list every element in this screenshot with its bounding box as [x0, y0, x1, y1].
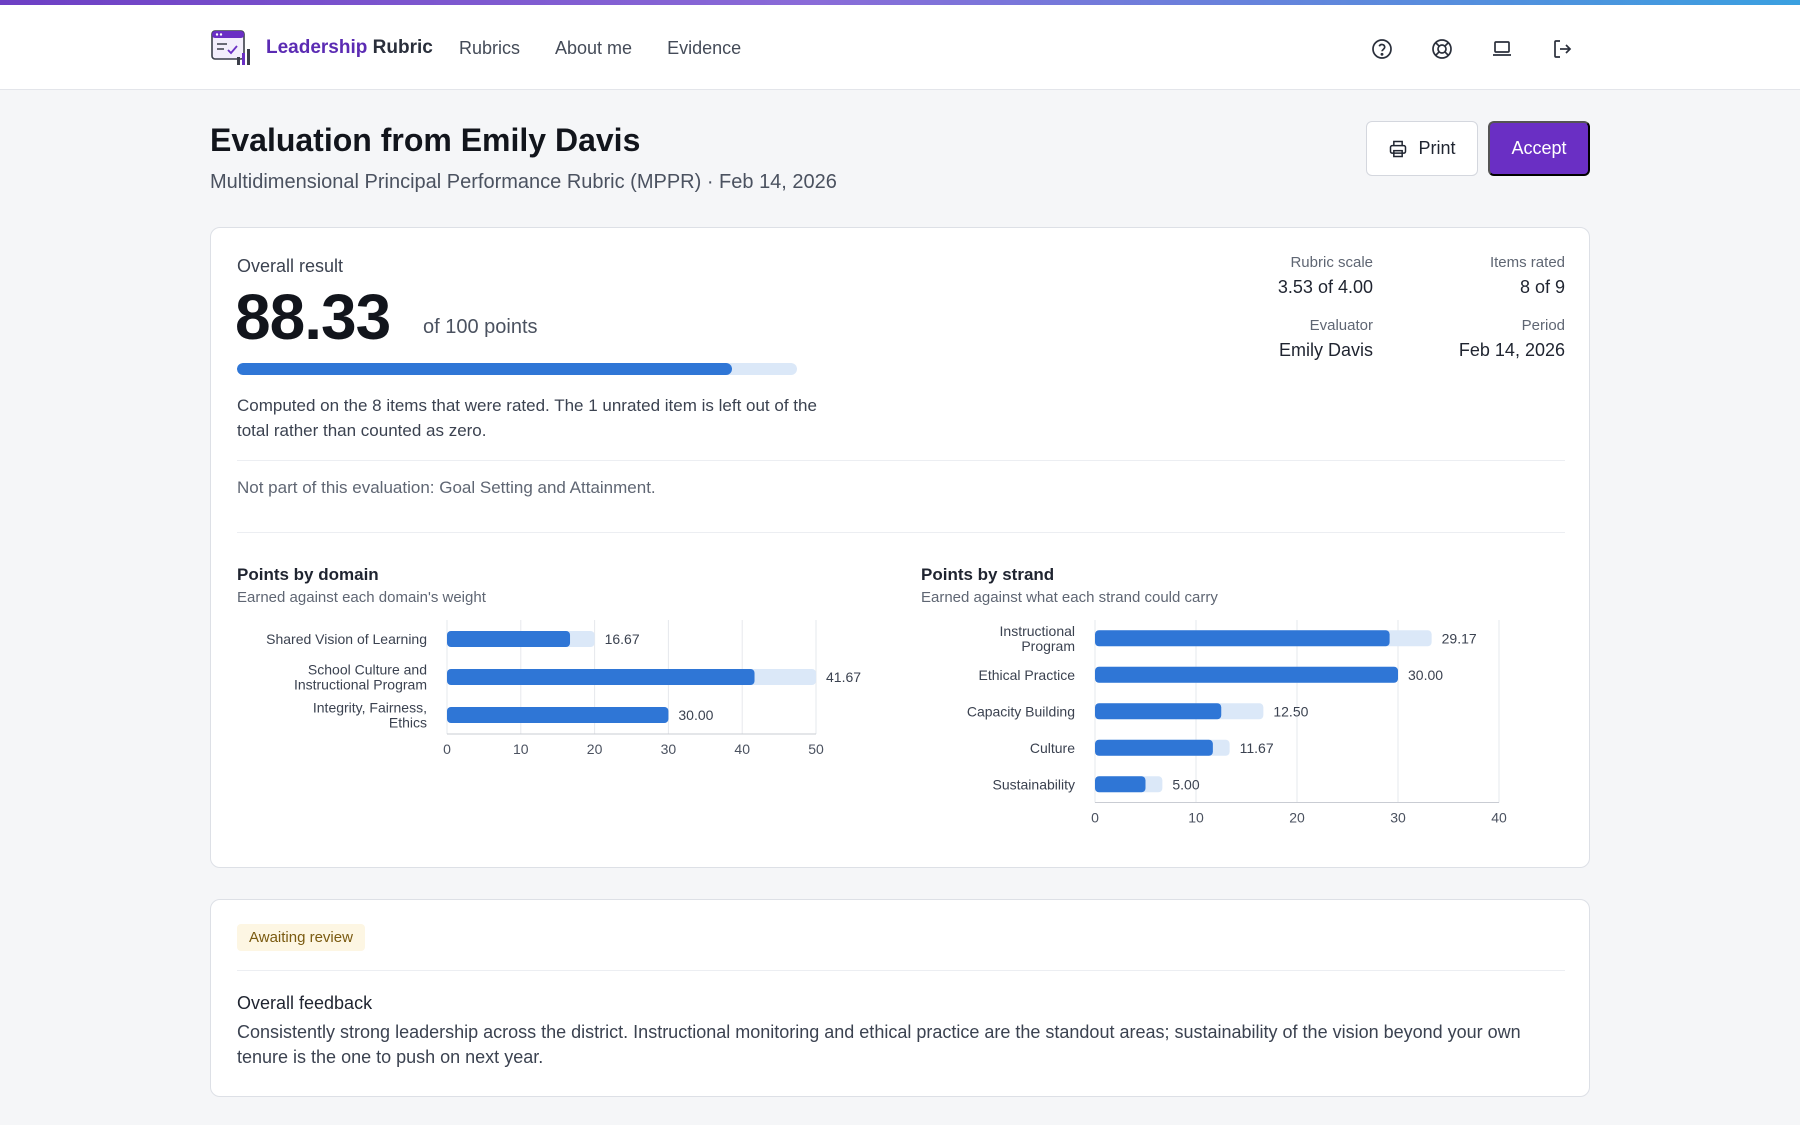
category-label: Ethics [389, 715, 427, 731]
domain-points-chart: 0 10 20 30 40 50 16.67 Shared Vision of Learnin… [266, 620, 861, 757]
stat-label: Evaluator [1309, 317, 1373, 334]
bar-value-label: 12.50 [1273, 703, 1308, 719]
brand-name-part1: Leadership [266, 37, 368, 58]
x-tick-label: 0 [1091, 810, 1099, 826]
bar-value-label: 29.17 [1442, 630, 1477, 646]
category-label: Integrity, Fairness, [313, 700, 427, 716]
category-label: Ethical Practice [979, 667, 1076, 683]
overall-result-label: Overall result [237, 256, 344, 276]
top-navigation: Leadership Rubric Rubrics About me Evide… [0, 5, 1800, 90]
print-button-label: Print [1418, 138, 1456, 158]
bar-value-label: 30.00 [678, 707, 713, 723]
laptop-icon[interactable] [1490, 37, 1514, 61]
bar-value-label: 11.67 [1240, 740, 1274, 756]
category-label: Capacity Building [967, 703, 1075, 719]
bar-value-label: 30.00 [1408, 667, 1443, 683]
divider [237, 460, 1565, 461]
x-tick-label: 20 [1289, 810, 1305, 826]
category-label: Culture [1030, 740, 1075, 756]
stat-value: 3.53 of 4.00 [1277, 277, 1373, 297]
divider [237, 532, 1565, 533]
bar-value-label: 16.67 [605, 631, 640, 647]
nav-links: Rubrics About me Evidence [459, 38, 776, 59]
brand[interactable]: Leadership Rubric [210, 29, 433, 67]
page-subtitle: Multidimensional Principal Performance R… [210, 171, 837, 193]
page-title: Evaluation from Emily Davis [210, 122, 641, 158]
nav-icon-group [1370, 37, 1574, 61]
excluded-items-note: Not part of this evaluation: Goal Settin… [237, 478, 656, 497]
chart-title-domain: Points by domain [237, 565, 379, 584]
bar-value-label: 5.00 [1172, 776, 1199, 792]
stat-label: Period [1521, 317, 1565, 334]
chart-subtitle-strand: Earned against what each strand could ca… [921, 589, 1218, 606]
nav-link-rubrics[interactable]: Rubrics [459, 38, 521, 58]
status-badge: Awaiting review [237, 924, 365, 951]
stat-period: Period Feb 14, 2026 [1425, 317, 1565, 361]
x-tick-label: 40 [734, 741, 750, 757]
nav-link-evidence[interactable]: Evidence [667, 38, 742, 58]
x-tick-label: 10 [1188, 810, 1204, 826]
bar-value-label: 41.67 [826, 669, 861, 685]
overall-score: 88.33 [235, 281, 391, 353]
stat-value: Emily Davis [1278, 340, 1373, 360]
stat-evaluator: Evaluator Emily Davis [1247, 317, 1373, 361]
stat-rubric-scale: Rubric scale 3.53 of 4.00 [1247, 254, 1373, 298]
overall-progress-bar [237, 363, 797, 375]
x-tick-label: 30 [661, 741, 677, 757]
bar-earned [1095, 739, 1213, 756]
brand-name-part2: Rubric [372, 37, 433, 58]
x-tick-label: 20 [587, 741, 603, 757]
stat-value: 8 of 9 [1519, 277, 1565, 297]
x-tick-label: 40 [1491, 810, 1507, 826]
top-accent-bar [0, 0, 1800, 5]
accept-button[interactable]: Accept [1488, 121, 1590, 176]
rubric-logo-icon [211, 30, 250, 65]
overall-note: Computed on the 8 items that were rated.… [237, 396, 817, 440]
print-button[interactable]: Print [1366, 121, 1478, 176]
category-label: Instructional [1000, 623, 1075, 639]
stat-label: Items rated [1489, 254, 1565, 271]
stat-label: Rubric scale [1290, 254, 1373, 271]
overall-result-card: Overall result 88.33 of 100 points Compu… [210, 227, 1590, 868]
category-label: Shared Vision of Learning [266, 631, 427, 647]
stat-value: Feb 14, 2026 [1458, 340, 1565, 360]
bar-earned [447, 707, 669, 723]
x-tick-label: 0 [443, 741, 451, 757]
bar-earned [1095, 630, 1390, 647]
printer-icon [1390, 140, 1407, 157]
chart-title-strand: Points by strand [921, 565, 1055, 584]
feedback-card: Awaiting review Overall feedback Consist… [210, 899, 1590, 1097]
chart-subtitle-domain: Earned against each domain's weight [237, 589, 486, 606]
overall-progress-fill [237, 363, 732, 375]
bar-earned [447, 631, 571, 647]
brand-name: Leadership Rubric [266, 37, 433, 59]
overall-score-max: of 100 points [423, 316, 538, 338]
bar-earned [1095, 666, 1398, 683]
feedback-title: Overall feedback [237, 993, 373, 1013]
x-tick-label: 10 [513, 741, 529, 757]
help-circle-icon[interactable] [1370, 37, 1394, 61]
divider [237, 970, 1565, 971]
lifebuoy-icon[interactable] [1430, 37, 1454, 61]
stat-items-rated: Items rated 8 of 9 [1425, 254, 1565, 298]
nav-link-about-me[interactable]: About me [555, 38, 633, 58]
category-label: Sustainability [993, 776, 1076, 792]
bar-earned [447, 669, 755, 685]
category-label: Program [1021, 638, 1075, 654]
x-tick-label: 50 [808, 741, 824, 757]
bar-earned [1095, 776, 1146, 793]
bar-earned [1095, 703, 1222, 720]
logout-icon[interactable] [1550, 37, 1574, 61]
x-tick-label: 30 [1390, 810, 1406, 826]
feedback-text: Consistently strong leadership across th… [237, 1022, 1521, 1067]
category-label: Instructional Program [294, 677, 427, 693]
category-label: School Culture and [308, 662, 427, 678]
